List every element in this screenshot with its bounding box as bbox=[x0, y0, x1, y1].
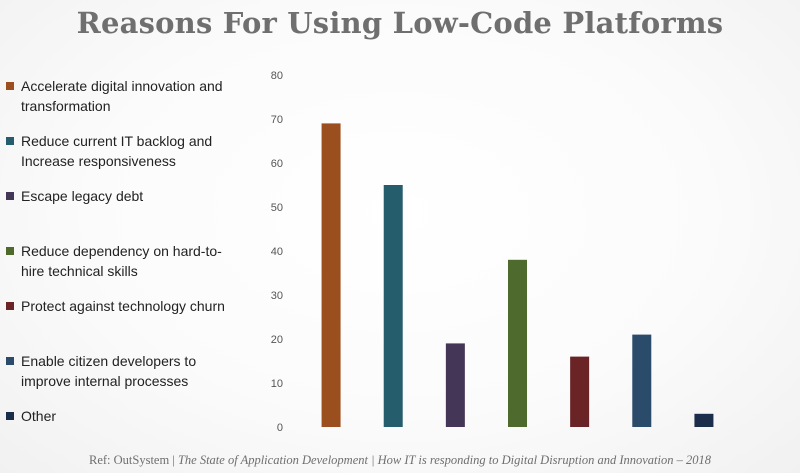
bar bbox=[632, 334, 652, 427]
footer-ref: Ref: OutSystem | bbox=[88, 453, 175, 467]
bar bbox=[508, 259, 527, 427]
legend-swatch bbox=[6, 357, 14, 365]
legend-label: Accelerate digital innovation and transfo… bbox=[21, 76, 256, 116]
legend-label-line: transformation bbox=[21, 98, 111, 114]
legend-label-line: Reduce dependency on hard-to- bbox=[21, 243, 222, 259]
y-tick-label: 40 bbox=[271, 246, 283, 258]
legend-label-line: Reduce current IT backlog and bbox=[21, 133, 213, 149]
legend-label-line: Escape legacy debt bbox=[21, 188, 144, 204]
reference-footer: Ref: OutSystem | The State of Applicatio… bbox=[0, 453, 800, 468]
bar bbox=[321, 123, 341, 428]
y-tick-label: 10 bbox=[271, 378, 283, 390]
legend-label: Reduce dependency on hard-to-hire techni… bbox=[21, 241, 256, 281]
legend-swatch bbox=[6, 247, 14, 255]
legend-label-line: Protect against technology churn bbox=[21, 298, 225, 314]
chart-title: Reasons For Using Low-Code Platforms bbox=[76, 6, 724, 40]
bar bbox=[445, 343, 465, 427]
y-tick-label: 20 bbox=[271, 334, 283, 346]
legend-label-line: Enable citizen developers to bbox=[21, 353, 197, 369]
legend-label-line: hire technical skills bbox=[21, 263, 138, 279]
legend-label-line: improve internal processes bbox=[21, 373, 189, 389]
y-tick-label: 50 bbox=[271, 202, 283, 214]
legend-label: Enable citizen developers to improve inte… bbox=[21, 351, 256, 391]
legend-label-line: Accelerate digital innovation and bbox=[21, 78, 223, 94]
legend-swatch bbox=[6, 302, 14, 310]
footer-source: The State of Application Development | H… bbox=[177, 453, 711, 467]
legend-label-line: Increase responsiveness bbox=[21, 153, 176, 169]
legend-label: Escape legacy debt bbox=[21, 186, 256, 206]
legend-label: Other bbox=[21, 406, 256, 426]
legend-swatch bbox=[6, 82, 14, 90]
bar bbox=[694, 413, 714, 427]
legend-swatch bbox=[6, 192, 14, 200]
y-tick-label: 70 bbox=[271, 114, 283, 126]
y-tick-label: 30 bbox=[271, 290, 283, 302]
legend-label: Protect against technology churn bbox=[21, 296, 256, 316]
bar bbox=[570, 356, 590, 427]
y-tick-label: 60 bbox=[271, 158, 283, 170]
y-tick-label: 80 bbox=[271, 70, 283, 82]
legend-label: Reduce current IT backlog and Increase re… bbox=[21, 131, 256, 171]
legend-swatch bbox=[6, 412, 14, 420]
bar bbox=[383, 185, 403, 427]
legend-label-line: Other bbox=[21, 408, 57, 424]
y-tick-label: 0 bbox=[277, 422, 283, 434]
legend-swatch bbox=[6, 137, 14, 145]
